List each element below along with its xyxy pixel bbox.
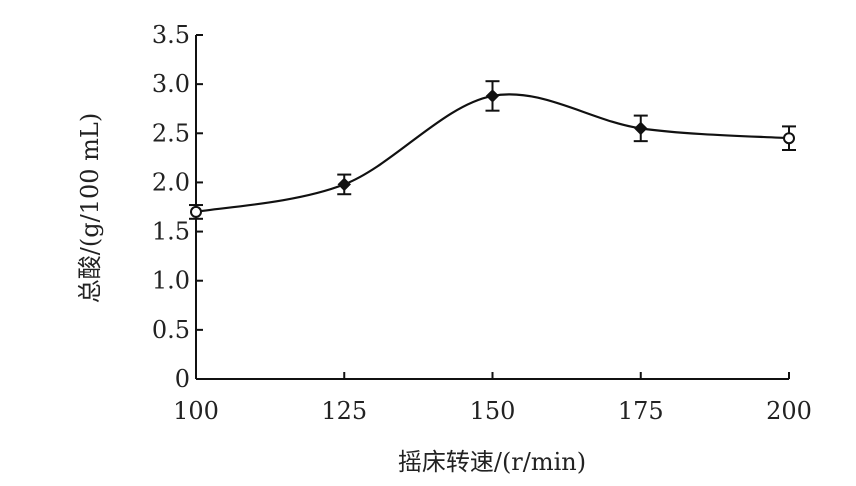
y-ticks: 0 0.5 1.0 1.5 2.0 2.5 3.0 3.5 [152,21,203,393]
x-tick-label: 125 [321,397,367,425]
y-tick-label: 2.0 [152,168,190,196]
x-axis-title: 摇床转速/(r/min) [398,448,586,476]
x-tick-label: 100 [173,397,219,425]
x-tick-label: 175 [618,397,664,425]
data-point-marker [783,132,795,145]
data-point-marker [634,121,648,136]
y-tick-label: 1.0 [152,267,190,295]
y-tick-label: 3.5 [152,21,190,49]
data-point-marker [485,89,500,103]
data-point-marker [190,205,202,218]
y-tick-label: 3.0 [152,70,190,98]
x-ticks: 100 125 150 175 200 [173,372,812,425]
series-line [195,93,790,213]
y-tick-label: 2.5 [152,119,190,147]
y-tick-label: 0 [175,365,190,393]
x-tick-label: 200 [766,397,812,425]
data-point-marker [337,177,351,192]
y-tick-label: 0.5 [152,316,190,344]
y-tick-label: 1.5 [152,218,190,246]
x-tick-label: 150 [470,397,516,425]
series-layer [189,80,796,220]
y-axis-title: 总酸/(g/100 mL) [76,113,104,303]
